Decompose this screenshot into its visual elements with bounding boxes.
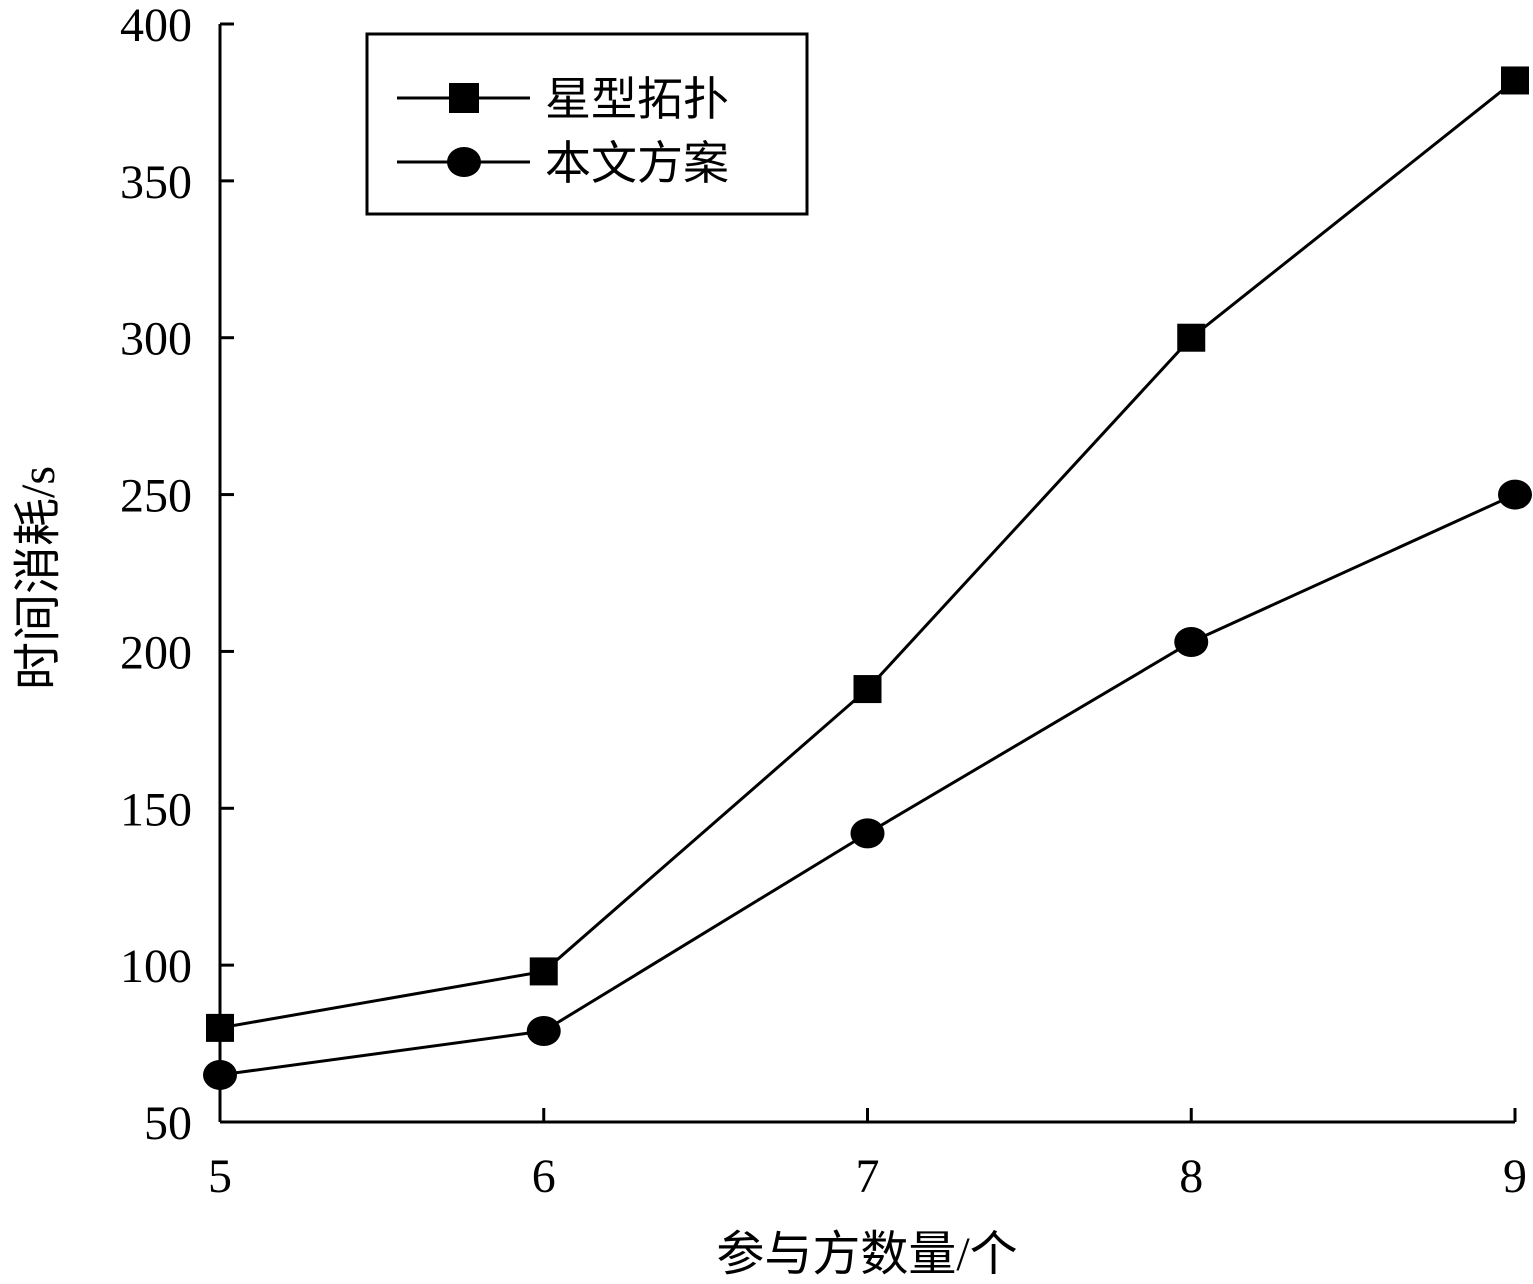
legend-box	[365, 32, 809, 216]
data-point-square	[206, 1013, 234, 1042]
legend: 星型拓扑 本文方案	[365, 32, 809, 216]
data-point-circle	[1174, 627, 1209, 658]
data-point-square	[529, 957, 558, 986]
legend-marker-square	[449, 83, 479, 113]
y-ticks: 50 100 150 200 250 300 350 400	[120, 0, 234, 1150]
y-tick-label: 300	[120, 313, 192, 366]
y-tick-label: 100	[120, 940, 192, 993]
y-tick-label: 50	[144, 1097, 192, 1150]
y-tick-label: 350	[120, 156, 192, 209]
legend-label-series-2: 本文方案	[545, 138, 729, 189]
data-point-square	[853, 675, 882, 704]
data-point-square	[1177, 323, 1206, 352]
y-tick-label: 250	[120, 470, 192, 523]
data-point-circle	[850, 818, 885, 849]
x-tick-label: 6	[532, 1150, 556, 1203]
x-tick-label: 9	[1503, 1150, 1527, 1203]
x-tick-label: 5	[208, 1150, 232, 1203]
data-point-circle	[1498, 479, 1532, 510]
y-axis-title: 时间消耗/s	[12, 466, 65, 690]
y-tick-label: 150	[120, 783, 192, 836]
y-tick-label: 400	[120, 0, 192, 52]
x-ticks: 5 6 7 8 9	[208, 1108, 1527, 1203]
series-layer	[203, 66, 1532, 1090]
y-tick-label: 200	[120, 626, 192, 679]
data-point-circle	[203, 1059, 237, 1090]
data-point-circle	[526, 1016, 561, 1047]
legend-label-series-1: 星型拓扑	[545, 74, 729, 125]
x-tick-label: 8	[1179, 1150, 1203, 1203]
data-point-square	[1501, 66, 1529, 95]
series-line-1	[219, 79, 1516, 1030]
legend-marker-circle	[447, 147, 481, 177]
x-tick-label: 7	[856, 1150, 880, 1203]
x-axis-title: 参与方数量/个	[716, 1228, 1017, 1281]
series-line-2	[219, 493, 1516, 1077]
